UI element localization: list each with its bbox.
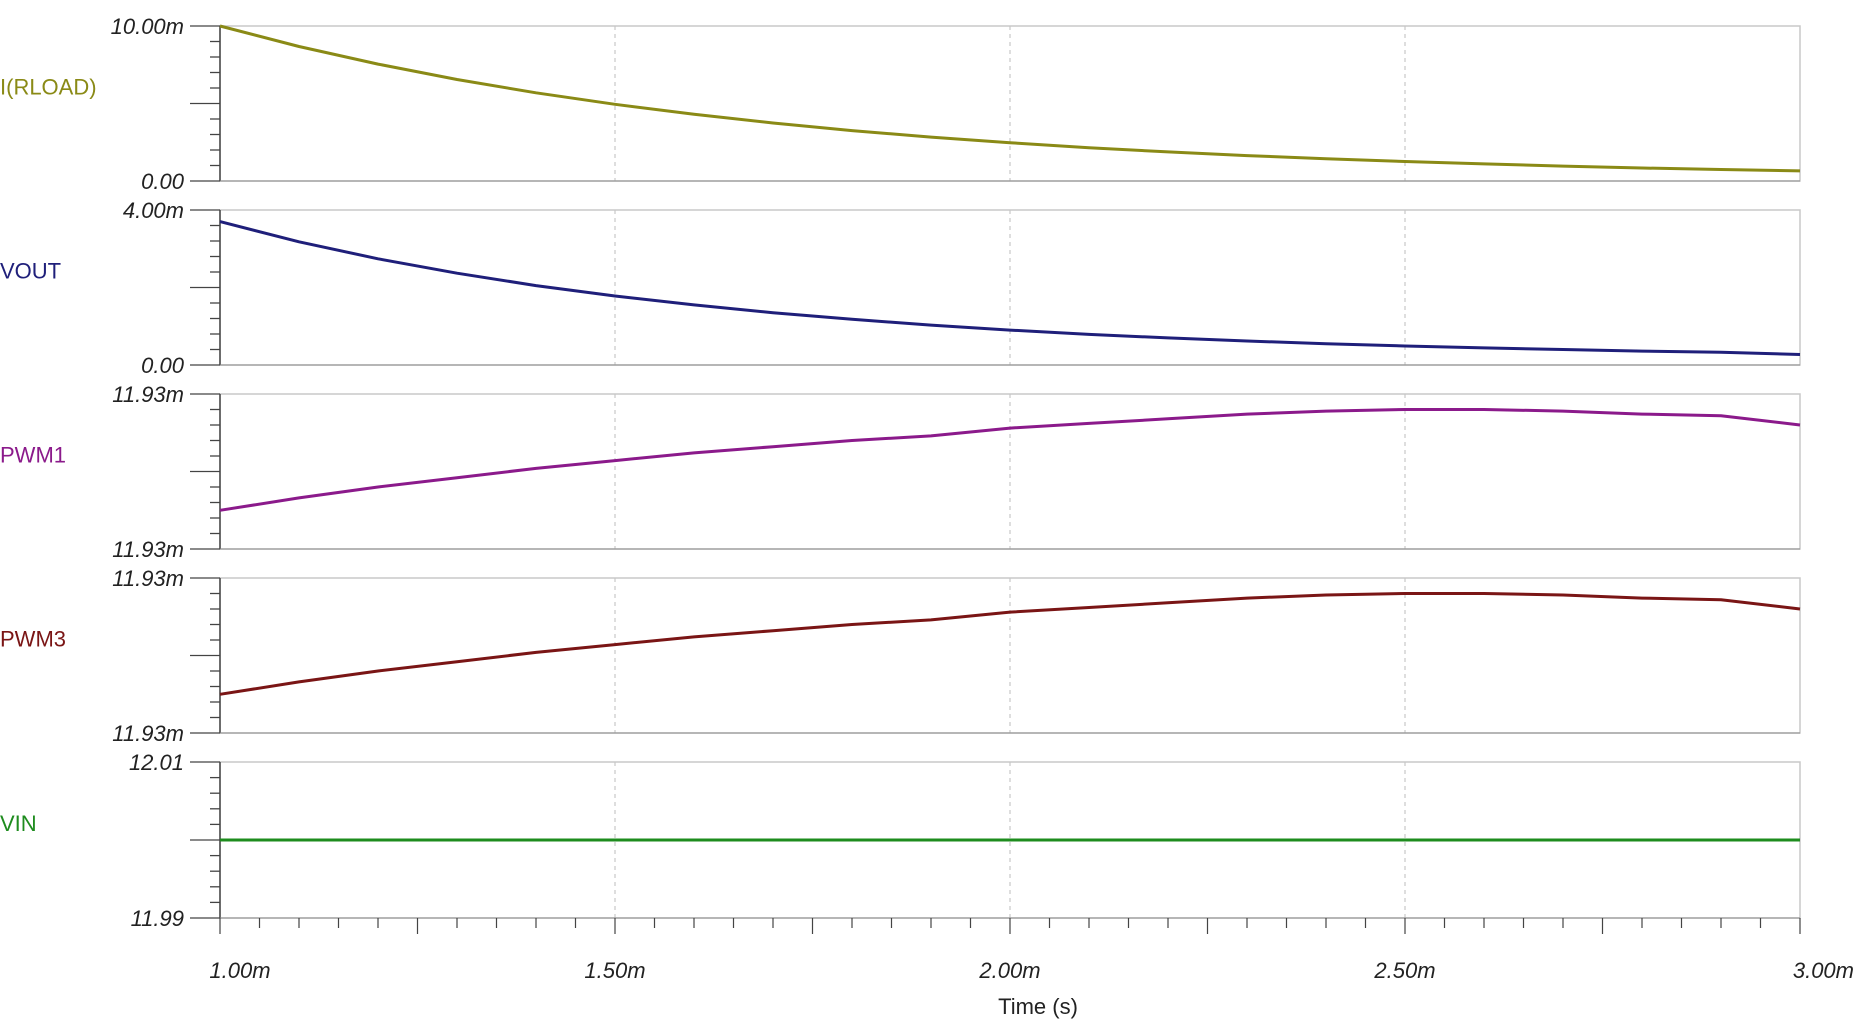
x-tick-label: 1.50m bbox=[584, 958, 645, 983]
x-tick-label: 1.00m bbox=[209, 958, 270, 983]
series-label: VIN bbox=[0, 811, 37, 836]
grid-layer bbox=[614, 26, 1406, 918]
x-axis: 1.00m 1.50m 2.00m 2.50m 3.00m bbox=[209, 918, 1854, 983]
y-min-label: 0.00 bbox=[141, 169, 185, 194]
x-tick-label: 2.00m bbox=[978, 958, 1040, 983]
x-axis-title: Time (s) bbox=[998, 994, 1078, 1019]
x-tick-label: 3.00m bbox=[1793, 958, 1854, 983]
y-max-label: 11.93m bbox=[112, 382, 184, 407]
panel-pwm1: 11.93m 11.93m PWM1 bbox=[0, 382, 1801, 562]
y-max-label: 12.01 bbox=[129, 750, 184, 775]
series-line bbox=[219, 408, 1801, 512]
y-min-label: 11.93m bbox=[112, 721, 184, 746]
series-label: I(RLOAD) bbox=[0, 75, 97, 100]
panel-pwm3: 11.93m 11.93m PWM3 bbox=[0, 566, 1801, 746]
y-min-label: 11.99 bbox=[131, 906, 184, 931]
y-max-label: 11.93m bbox=[112, 566, 184, 591]
panel-vout: 4.00m 0.00 VOUT bbox=[0, 198, 1801, 378]
x-tick-label: 2.50m bbox=[1373, 958, 1435, 983]
y-min-label: 0.00 bbox=[141, 353, 185, 378]
series-line bbox=[219, 220, 1801, 356]
series-label: PWM3 bbox=[0, 627, 66, 652]
y-max-label: 10.00m bbox=[111, 14, 184, 39]
series-line bbox=[219, 592, 1801, 696]
y-min-label: 11.93m bbox=[112, 537, 184, 562]
series-line bbox=[219, 24, 1801, 173]
panels-layer: 10.00m0.00I(RLOAD)4.00m0.00VOUT11.93m11.… bbox=[0, 14, 1801, 931]
series-label: PWM1 bbox=[0, 443, 66, 468]
panel-i-rload-: 10.00m 0.00 I(RLOAD) bbox=[0, 14, 1801, 194]
series-label: VOUT bbox=[0, 259, 61, 284]
panel-vin: 12.01 11.99 VIN bbox=[0, 750, 1801, 931]
y-max-label: 4.00m bbox=[123, 198, 184, 223]
